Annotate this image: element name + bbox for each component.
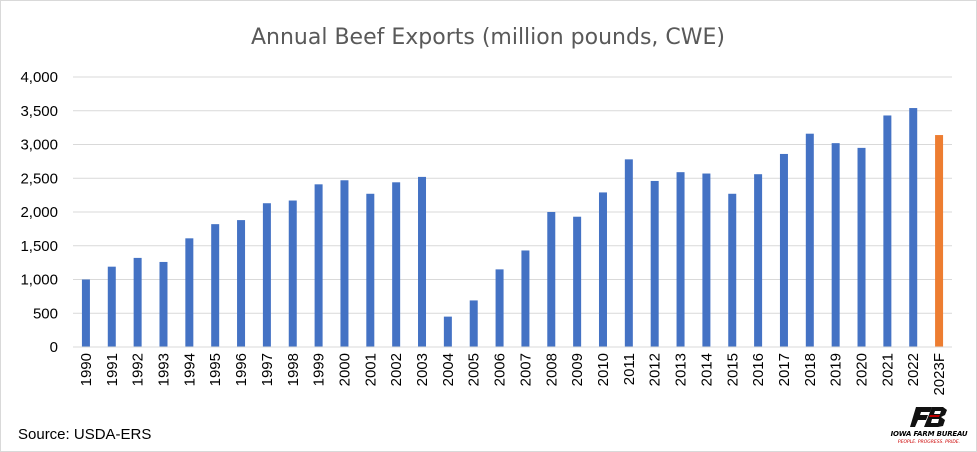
y-tick-label: 0	[50, 339, 58, 356]
bar-2017	[779, 153, 788, 347]
x-tick-label: 2011	[621, 353, 638, 385]
x-tick-label: 2014	[698, 353, 715, 386]
bar-2006	[495, 269, 504, 347]
bar-2012	[650, 180, 659, 347]
x-tick-label: 2018	[802, 353, 819, 386]
bar-1998	[288, 200, 297, 347]
gridlines	[73, 76, 952, 314]
y-tick-label: 2,500	[20, 170, 58, 187]
bar-1999	[314, 184, 323, 347]
bar-1997	[262, 203, 271, 347]
x-tick-label: 2007	[517, 353, 534, 386]
x-tick-label: 2017	[776, 353, 793, 386]
x-tick-label: 2020	[854, 353, 871, 386]
logo-tagline: PEOPLE. PROGRESS. PRIDE.	[897, 440, 961, 445]
x-tick-label: 2005	[466, 353, 483, 386]
x-tick-label: 1998	[285, 353, 302, 386]
x-tick-label: 1994	[181, 353, 198, 386]
x-tick-label: 2022	[905, 353, 922, 386]
x-axis-ticks: 1990 1991 1992 1993 1994 1995 1996 1997 1998 1999…	[78, 353, 948, 396]
bars	[81, 108, 944, 347]
bar-2020	[857, 147, 866, 347]
bar-2007	[521, 250, 530, 347]
y-tick-label: 500	[33, 305, 58, 322]
bar-2010	[598, 192, 607, 347]
x-tick-label: 2001	[362, 353, 379, 386]
y-axis-ticks: 0 500 1,000 1,500 2,000 2,500 3,000 3,500 4,000	[20, 69, 58, 356]
x-tick-label: 2003	[414, 353, 431, 386]
bar-1994	[185, 238, 194, 347]
x-tick-label: 2015	[724, 353, 741, 386]
bar-2015	[728, 193, 737, 347]
y-tick-label: 3,000	[20, 137, 58, 154]
x-tick-label: 2008	[543, 353, 560, 386]
bar-2023F	[935, 135, 944, 347]
x-tick-label: 2004	[440, 353, 457, 386]
bar-1993	[159, 261, 168, 347]
chart-title: Annual Beef Exports (million pounds, CWE…	[251, 25, 725, 50]
x-tick-label: 1995	[207, 353, 224, 386]
bar-2000	[340, 180, 349, 347]
bar-2001	[366, 193, 375, 347]
x-tick-label: 2012	[647, 353, 664, 386]
bar-1992	[133, 257, 142, 347]
bar-2003	[418, 176, 427, 347]
bar-1991	[107, 266, 116, 347]
bar-2018	[805, 133, 814, 347]
bar-2019	[831, 143, 840, 347]
x-tick-label: 1996	[233, 353, 250, 386]
x-tick-label: 1992	[130, 353, 147, 386]
x-tick-label: 2023F	[931, 353, 948, 396]
y-tick-label: 1,000	[20, 272, 58, 289]
bar-2002	[392, 182, 401, 347]
x-tick-label: 2010	[595, 353, 612, 386]
source-note: Source: USDA-ERS	[18, 426, 152, 443]
x-tick-label: 2021	[879, 353, 896, 386]
x-tick-label: 1997	[259, 353, 276, 386]
x-tick-label: 1991	[104, 353, 121, 386]
x-tick-label: 2019	[828, 353, 845, 386]
bar-1995	[211, 224, 220, 347]
x-tick-label: 2006	[492, 353, 509, 386]
bar-2004	[443, 316, 452, 347]
x-tick-label: 2002	[388, 353, 405, 386]
bar-2009	[573, 216, 582, 347]
bar-1996	[237, 220, 246, 347]
bar-2016	[754, 174, 763, 347]
bar-2022	[909, 108, 918, 347]
bar-2011	[624, 159, 633, 347]
bar-2013	[676, 172, 685, 347]
x-tick-label: 2000	[336, 353, 353, 386]
logo-name: IOWA FARM BUREAU	[890, 430, 968, 438]
x-tick-label: 1990	[78, 353, 95, 386]
bar-2005	[469, 300, 478, 347]
x-tick-label: 1993	[155, 353, 172, 386]
fb-logo-icon	[910, 407, 947, 427]
y-tick-label: 3,500	[20, 103, 58, 120]
x-tick-label: 1999	[311, 353, 328, 386]
iowa-farm-bureau-logo: IOWA FARM BUREAU PEOPLE. PROGRESS. PRIDE…	[884, 405, 974, 449]
bar-1990	[81, 279, 90, 347]
y-tick-label: 1,500	[20, 238, 58, 255]
bar-2008	[547, 212, 556, 347]
x-tick-label: 2013	[673, 353, 690, 386]
bar-2014	[702, 173, 711, 347]
y-tick-label: 4,000	[20, 69, 58, 86]
x-tick-label: 2016	[750, 353, 767, 386]
bar-2021	[883, 115, 892, 347]
y-tick-label: 2,000	[20, 204, 58, 221]
x-tick-label: 2009	[569, 353, 586, 386]
